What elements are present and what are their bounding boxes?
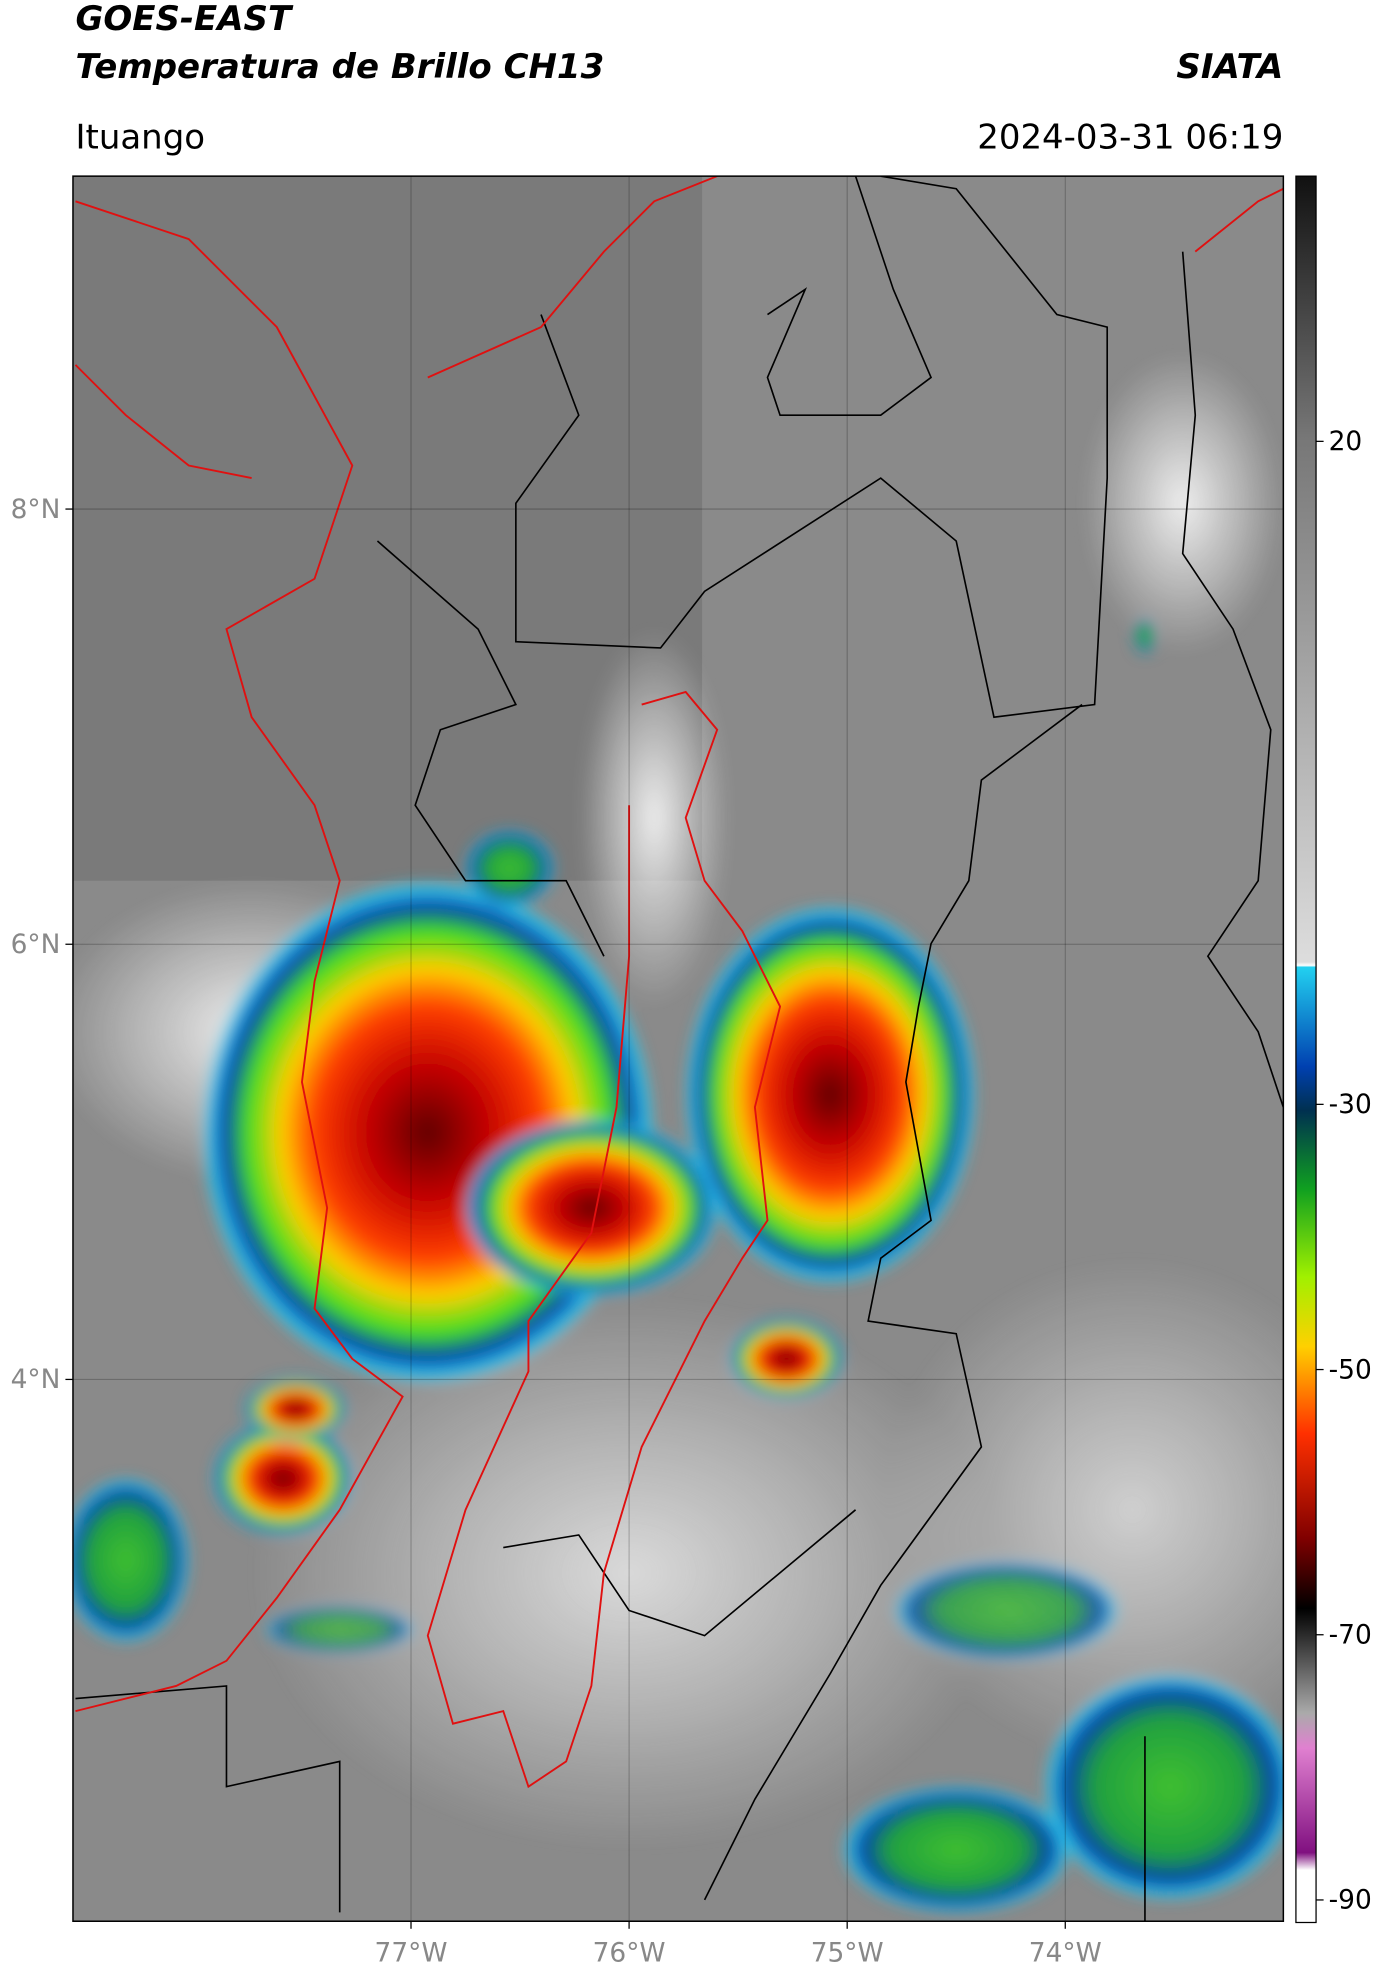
lon-tick-label: 74°W bbox=[1029, 1937, 1102, 1968]
colorbar-tick-label: -30 bbox=[1329, 1089, 1372, 1120]
lat-tick-label: 4°N bbox=[11, 1364, 61, 1395]
colorbar bbox=[1295, 175, 1317, 1924]
colorbar-tick-label: -50 bbox=[1329, 1354, 1372, 1385]
lon-tick-label: 77°W bbox=[375, 1937, 448, 1968]
lon-tick-label: 75°W bbox=[811, 1937, 884, 1968]
datetime: 2024-03-31 06:19 bbox=[977, 117, 1283, 157]
lon-tick-label: 76°W bbox=[593, 1937, 666, 1968]
lat-tick-label: 6°N bbox=[11, 929, 61, 960]
colorbar-tick-label: -90 bbox=[1329, 1885, 1372, 1916]
colorbar-tick-label: 20 bbox=[1329, 426, 1363, 457]
lat-tick-label: 8°N bbox=[11, 494, 61, 525]
map-frame bbox=[72, 175, 1285, 1922]
title: GOES-EAST bbox=[75, 0, 293, 39]
satellite-image bbox=[72, 176, 1284, 1922]
colorbar-tick-label: -70 bbox=[1329, 1620, 1372, 1651]
location: Ituango bbox=[75, 117, 205, 157]
subtitle: Temperatura de Brillo CH13 bbox=[75, 47, 604, 87]
source: SIATA bbox=[1176, 47, 1283, 87]
